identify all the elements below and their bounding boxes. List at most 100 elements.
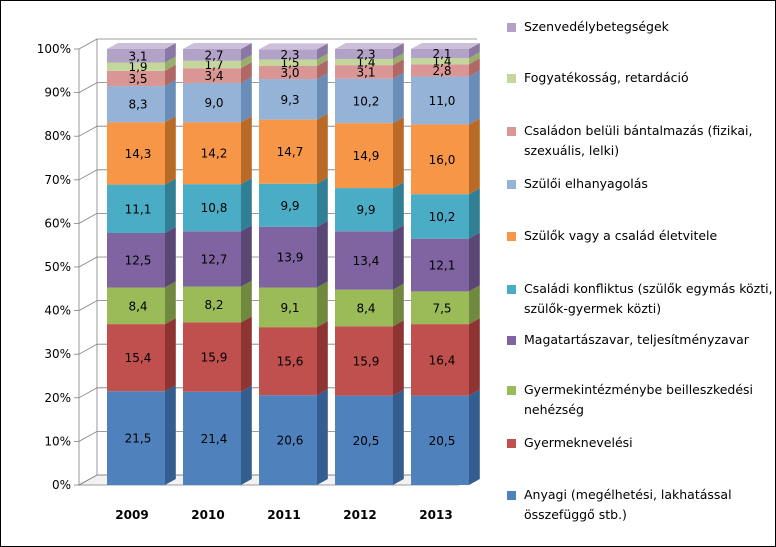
y-tick-label: 50% [44, 260, 71, 274]
data-label: 12,1 [429, 259, 456, 273]
data-label: 9,1 [280, 301, 299, 315]
bar-segment-side [165, 281, 176, 325]
legend-swatch-csaladon-beluli-bantalmazas [507, 127, 516, 136]
bar-segment [183, 68, 241, 84]
x-tick-label: 2013 [419, 508, 452, 522]
data-label: 8,2 [204, 298, 223, 312]
bar-segment-side [165, 116, 176, 185]
bar-segment [335, 326, 393, 396]
bar-segment-side [317, 113, 328, 184]
bar-segment [107, 122, 165, 185]
bar-segment-side [165, 318, 176, 392]
bar-segment-side [469, 232, 480, 292]
bar-segment-side [469, 318, 480, 396]
data-label: 9,0 [204, 96, 223, 110]
data-label: 10,8 [201, 201, 228, 215]
bar-segment [107, 232, 165, 288]
bar-segment-side [393, 389, 404, 485]
bar-segment-side [469, 58, 480, 77]
bar-segment-side [393, 283, 404, 327]
data-label: 3,4 [204, 69, 223, 83]
bar-segment [411, 238, 469, 292]
bar-segment-side [241, 225, 252, 287]
data-label: 1,9 [128, 60, 147, 74]
bar-top-face [259, 43, 328, 50]
bar-segment-side [393, 59, 404, 79]
bar-segment [411, 76, 469, 125]
legend-swatch-gyermeknevelesi [507, 439, 516, 448]
legend-swatch-anyagi [507, 491, 516, 500]
bar-segment [411, 395, 469, 485]
bar-segment [259, 119, 317, 184]
bar-segment-side [165, 226, 176, 288]
bar-segment [411, 58, 469, 65]
bar-segment-side [393, 53, 404, 66]
bar-top-face [107, 43, 176, 49]
bar-segment [411, 124, 469, 195]
bar-segment-side [165, 43, 176, 63]
bar-segment-side [317, 60, 328, 80]
legend-swatch-gyermekintezmeny [507, 386, 516, 395]
data-label: 14,9 [353, 149, 380, 163]
bar-segment-side [165, 80, 176, 123]
bar-segment-side [165, 385, 176, 485]
bar-segment-side [393, 320, 404, 396]
y-axis-ticks: 0% 10% 20% 30% 40% 50% 60% 70% 80% 90% 100% [37, 42, 79, 492]
bar-segment-side [469, 188, 480, 239]
bar-segment [107, 324, 165, 392]
bar-segment [335, 59, 393, 66]
bar-segment-side [241, 178, 252, 232]
bar-segment-side [469, 285, 480, 325]
bar-segment [411, 194, 469, 239]
gridline [78, 38, 477, 50]
data-label: 2,8 [432, 64, 451, 78]
data-label: 21,5 [125, 432, 152, 446]
bar-segment-side [317, 281, 328, 328]
bar-stack-2012: 20,5 15,9 8,4 13,4 9,9 14,9 10,2 3,11,42,3 [335, 43, 404, 485]
bar-top-face [335, 43, 404, 49]
bar-segment [335, 289, 393, 327]
bar-segment [107, 62, 165, 71]
bar-segment-side [241, 77, 252, 123]
bar-segment-side [241, 316, 252, 392]
bar-segment [411, 291, 469, 325]
legend-label-csaladi-konfliktus: Családi konfliktus (szülők egymás közti,… [524, 281, 773, 316]
x-tick-label: 2010 [191, 508, 224, 522]
bar-stack-2009: 21,5 15,4 8,4 12,5 11,1 14,3 8,3 3,51,93,1 [107, 43, 176, 485]
data-label: 9,9 [280, 199, 299, 213]
y-tick-label: 20% [44, 391, 71, 405]
data-label: 1,5 [280, 56, 299, 70]
y-tick-label: 70% [44, 173, 71, 187]
bar-segment [335, 395, 393, 485]
bar-segment [259, 183, 317, 227]
data-label: 3,1 [128, 49, 147, 63]
bar-segment [411, 64, 469, 77]
legend-swatch-fogyatekossag [507, 74, 516, 83]
legend-label-magatartaszavar: Magatartászavar, teljesítményzavar [524, 332, 749, 347]
data-label: 11,0 [429, 94, 456, 108]
data-label: 20,5 [353, 434, 380, 448]
data-label: 15,9 [353, 354, 380, 368]
legend-label-gyermekintezmeny: Gyermekintézménybe beilleszkedési nehézs… [524, 382, 754, 417]
bar-segment [107, 49, 165, 63]
bar-segment [335, 123, 393, 189]
data-label: 20,6 [277, 434, 304, 448]
x-tick-label: 2011 [267, 508, 300, 522]
data-label: 9,3 [280, 93, 299, 107]
legend-label-anyagi: Anyagi (megélhetési, lakhatással összefü… [524, 487, 732, 522]
bar-top-face [411, 43, 480, 49]
bar-segment-side [317, 321, 328, 396]
legend-label-szulok-eletvitele: Szülők vagy a család életvitele [524, 228, 718, 243]
data-label: 15,6 [277, 355, 304, 369]
bar-segment-side [393, 72, 404, 124]
bar-segment [183, 122, 241, 185]
bar-top-face [183, 43, 252, 49]
bar-segment [335, 65, 393, 79]
data-label: 16,0 [429, 153, 456, 167]
bar-segment [335, 188, 393, 232]
data-label: 2,3 [356, 48, 375, 62]
data-label: 3,0 [280, 66, 299, 80]
bar-segment-side [241, 385, 252, 485]
bar-segment-side [241, 62, 252, 84]
